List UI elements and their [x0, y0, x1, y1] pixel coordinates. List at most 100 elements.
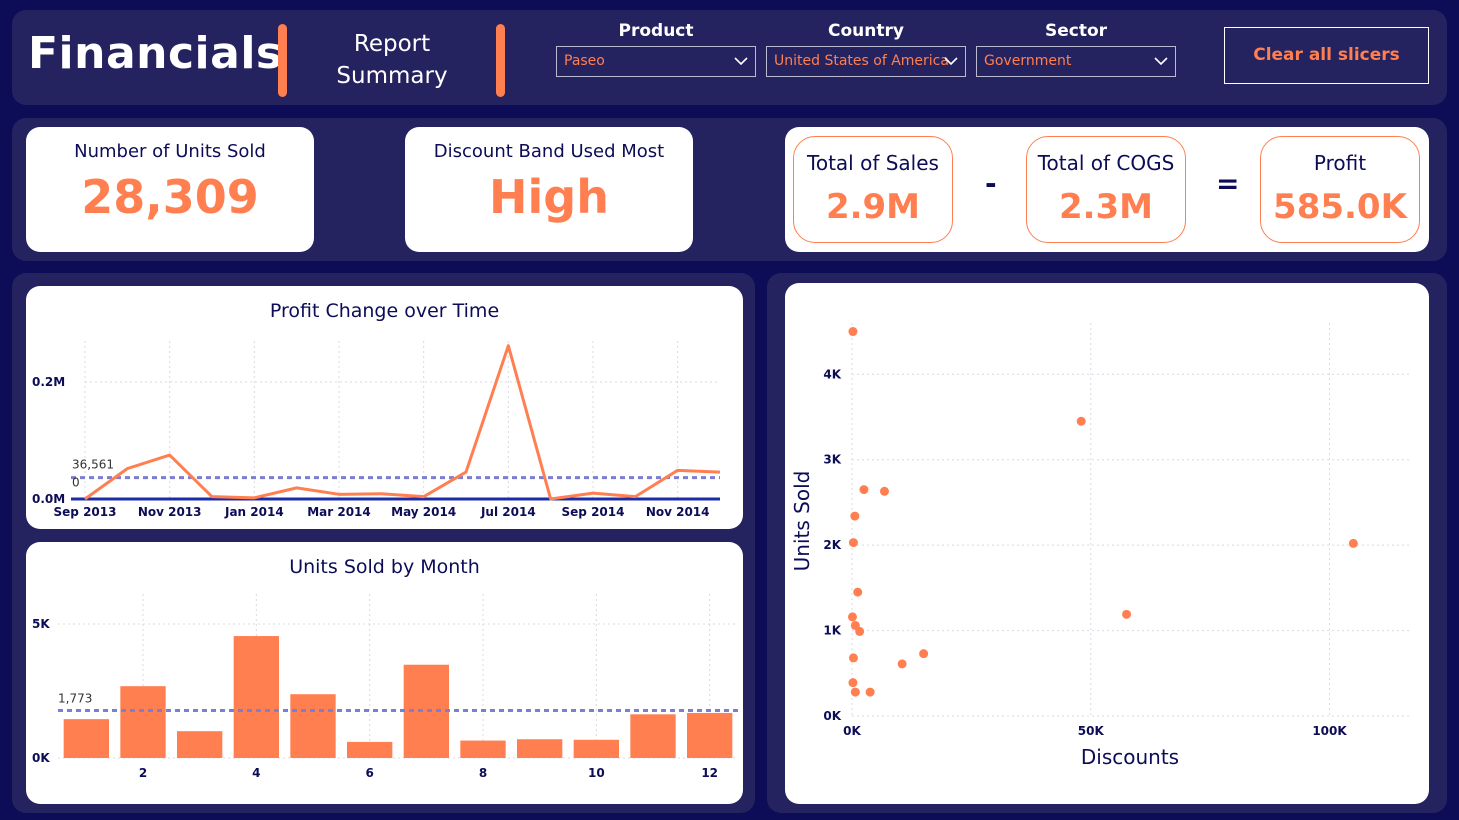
kpi-value: High: [489, 170, 609, 224]
equals-sign: =: [1216, 167, 1240, 200]
bar: [120, 686, 166, 758]
y-tick-label: 0.2M: [32, 375, 65, 389]
y-tick-label: 0K: [32, 751, 50, 765]
x-tick-label: Nov 2013: [138, 505, 202, 519]
y-tick-label: 0K: [823, 709, 841, 723]
bar: [177, 731, 223, 758]
kpi-total-sales: Total of Sales 2.9M: [793, 136, 953, 243]
kpi-discount-band: Discount Band Used Most High: [405, 127, 693, 252]
slicer-sector: Sector Government: [976, 20, 1176, 77]
kpi-label: Total of Sales: [807, 151, 939, 175]
right-chart-panel: 0K 1K 2K 3K 4K 0K 50K 100K Discounts Units Sold: [767, 273, 1447, 813]
profit-line-chart: Sep 2013 Nov 2013 Jan 2014 Mar 2014 May 2014…: [32, 341, 721, 519]
product-dropdown[interactable]: Paseo: [556, 46, 756, 77]
scatter-point: [850, 687, 860, 697]
bar: [347, 741, 393, 758]
slicer-value: United States of America: [774, 53, 949, 69]
discounts-vs-units-chart: 0K 1K 2K 3K 4K 0K 50K 100K Discounts Units Sold: [785, 283, 1429, 804]
scatter-point: [897, 659, 907, 669]
app-title: Financials: [28, 28, 283, 79]
scatter-point: [848, 538, 858, 548]
kpi-row: Number of Units Sold 28,309 Discount Ban…: [12, 118, 1447, 261]
x-tick-label: 0K: [843, 724, 861, 738]
minus-sign: -: [985, 167, 997, 200]
scatter-point: [850, 511, 860, 521]
x-tick-label: 12: [701, 766, 718, 780]
scatter-point: [848, 678, 858, 688]
y-tick-label: 2K: [823, 538, 841, 552]
scatter-point: [1348, 538, 1358, 548]
average-label: 36,561: [72, 458, 114, 472]
y-tick-label: 3K: [823, 453, 841, 467]
y-tick-label: 0.0M: [32, 492, 65, 506]
scatter-point: [855, 626, 865, 636]
bar: [63, 719, 109, 758]
profit-series-line: [84, 344, 721, 501]
bar: [233, 636, 279, 758]
chevron-down-icon: [944, 57, 958, 66]
page-subtitle: Report Summary: [312, 28, 472, 92]
sector-dropdown[interactable]: Government: [976, 46, 1176, 77]
x-tick-label: 8: [479, 766, 487, 780]
scatter-point: [879, 486, 889, 496]
subtitle-line-2: Summary: [336, 63, 448, 89]
x-tick-label: May 2014: [391, 505, 456, 519]
x-tick-label: 4: [252, 766, 260, 780]
slicer-label: Product: [618, 21, 694, 41]
scatter-point: [847, 612, 857, 622]
subtitle-line-1: Report: [353, 31, 431, 57]
chart-title: Units Sold by Month: [289, 556, 480, 578]
country-dropdown[interactable]: United States of America: [766, 46, 966, 77]
average-label: 1,773: [58, 691, 92, 705]
x-tick-label: Sep 2014: [562, 505, 625, 519]
kpi-value: 585.0K: [1273, 187, 1407, 227]
x-tick-label: 2: [139, 766, 147, 780]
x-tick-label: 6: [365, 766, 373, 780]
kpi-label: Number of Units Sold: [74, 141, 266, 162]
y-tick-label: 4K: [823, 367, 841, 381]
kpi-profit-equation: Total of Sales 2.9M - Total of COGS 2.3M…: [785, 127, 1429, 252]
zero-label: 0: [72, 476, 80, 490]
chevron-down-icon: [734, 57, 748, 66]
kpi-total-cogs: Total of COGS 2.3M: [1026, 136, 1186, 243]
kpi-value: 2.9M: [825, 187, 921, 227]
slicer-label: Country: [828, 21, 904, 41]
slicer-value: Government: [984, 53, 1072, 69]
profit-change-chart: Profit Change over Time Sep 2013 Nov 2013…: [26, 286, 743, 529]
scatter-point: [1122, 609, 1132, 619]
scatter-point: [848, 327, 858, 337]
units-bar-chart: 0K 5K 2 4 6 8 10 12 1,773: [32, 594, 738, 780]
x-tick-label: Jul 2014: [480, 505, 536, 519]
clear-all-slicers-button[interactable]: Clear all slicers: [1224, 27, 1429, 84]
chart-title: Profit Change over Time: [269, 300, 500, 322]
x-axis-title: Discounts: [1081, 745, 1179, 769]
scatter-point: [859, 485, 869, 495]
scatter-point: [1076, 416, 1086, 426]
slicer-country: Country United States of America: [766, 20, 966, 77]
scatter-point: [865, 687, 875, 697]
left-chart-panel: Profit Change over Time Sep 2013 Nov 2013…: [12, 273, 755, 813]
scatter-point: [919, 649, 929, 659]
slicer-label: Sector: [1044, 21, 1108, 41]
y-axis-title: Units Sold: [790, 471, 814, 572]
kpi-units-sold: Number of Units Sold 28,309: [26, 127, 314, 252]
units-by-month-chart: Units Sold by Month 0K 5K 2 4 6 8 10 12 1,773: [26, 542, 743, 804]
accent-divider: [278, 24, 287, 97]
scatter-point: [853, 587, 863, 597]
x-tick-label: 100K: [1312, 724, 1347, 738]
accent-divider: [496, 24, 505, 97]
bar: [517, 739, 563, 758]
slicer-value: Paseo: [564, 53, 605, 69]
x-tick-label: 50K: [1078, 724, 1105, 738]
scatter-chart: 0K 1K 2K 3K 4K 0K 50K 100K Discounts Units Sold: [790, 323, 1410, 769]
chevron-down-icon: [1154, 57, 1168, 66]
bar: [460, 740, 506, 758]
x-tick-label: Nov 2014: [646, 505, 710, 519]
x-tick-label: 10: [588, 766, 605, 780]
bar: [290, 694, 336, 758]
bar: [573, 739, 619, 758]
x-tick-label: Sep 2013: [54, 505, 117, 519]
header-bar: Financials Report Summary Product Paseo …: [12, 10, 1447, 105]
y-tick-label: 1K: [823, 624, 841, 638]
kpi-label: Profit: [1313, 151, 1367, 175]
